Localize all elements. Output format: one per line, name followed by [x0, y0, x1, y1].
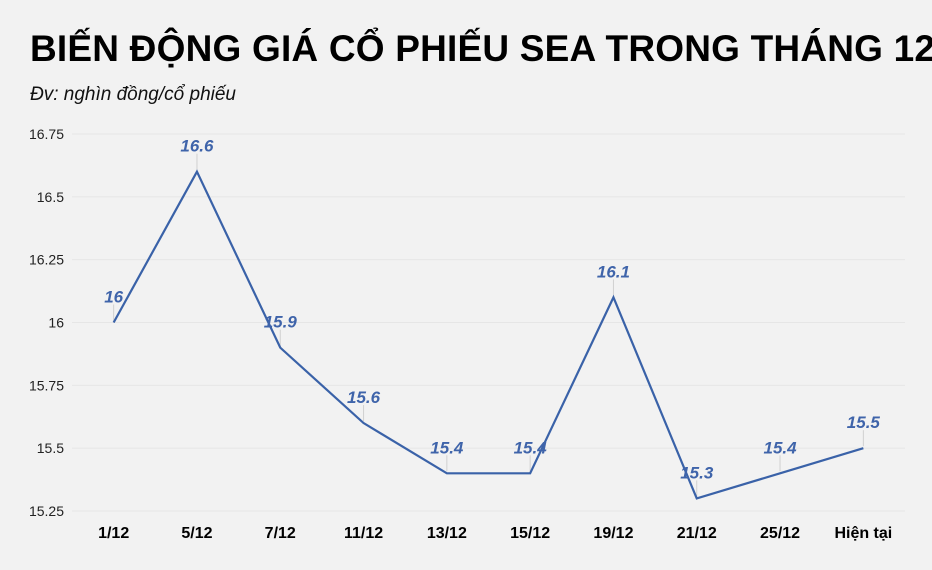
x-tick-label: 7/12 [265, 525, 296, 542]
x-tick-label: 25/12 [760, 525, 800, 542]
chart-title: BIẾN ĐỘNG GIÁ CỔ PHIẾU SEA TRONG THÁNG 1… [30, 28, 932, 69]
data-label: 15.9 [264, 313, 298, 332]
data-label: 15.3 [680, 463, 714, 482]
data-label: 15.4 [514, 438, 548, 457]
x-tick-label: 21/12 [677, 525, 717, 542]
y-tick-label: 16.75 [29, 126, 64, 142]
x-tick-label: 19/12 [593, 525, 633, 542]
data-label: 15.5 [847, 413, 881, 432]
price-line [112, 169, 864, 500]
x-axis: 1/12 5/12 7/12 11/12 13/12 15/12 19/12 21/12 25/… [98, 525, 892, 542]
data-label: 15.4 [764, 438, 798, 457]
x-tick-label: 5/12 [181, 525, 212, 542]
y-axis: 16.75 16.5 16.25 16 15.75 15.5 15.25 [29, 126, 64, 519]
data-label: 15.6 [347, 388, 381, 407]
x-tick-label: 15/12 [510, 525, 550, 542]
y-tick-label: 16.5 [37, 189, 64, 205]
x-tick-label: 13/12 [427, 525, 467, 542]
gridlines [72, 133, 905, 512]
y-tick-label: 15.75 [29, 377, 64, 393]
y-tick-label: 15.25 [29, 503, 64, 519]
x-tick-label: Hiện tại [834, 525, 892, 542]
y-tick-label: 16.25 [29, 252, 64, 268]
unit-subtitle: Đv: nghìn đồng/cổ phiếu [30, 84, 236, 105]
x-tick-label: 1/12 [98, 525, 129, 542]
data-label: 16 [104, 288, 123, 307]
data-labels: 16 16.6 15.9 15.6 15.4 15.4 16.1 15.3 15.4 15.5 [104, 137, 880, 483]
data-label: 16.6 [180, 137, 214, 156]
label-leader-lines [113, 153, 864, 497]
data-label: 15.4 [430, 438, 464, 457]
y-tick-label: 16 [48, 315, 64, 331]
data-label: 16.1 [597, 262, 630, 281]
x-tick-label: 11/12 [344, 525, 383, 542]
y-tick-label: 15.5 [37, 440, 64, 456]
